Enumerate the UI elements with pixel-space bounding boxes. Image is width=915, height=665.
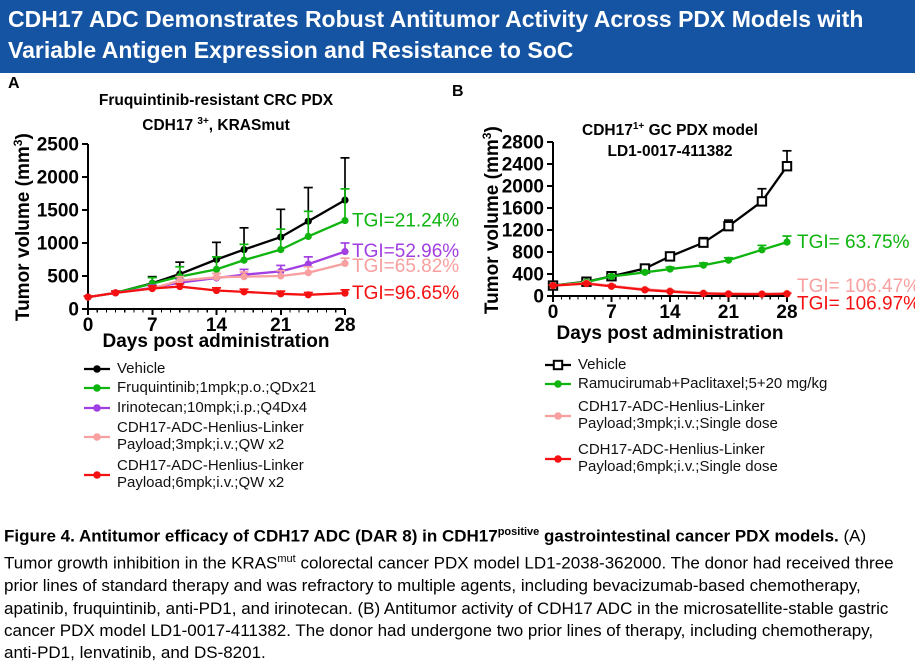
y-tick-label: 500 [47,267,79,288]
y-tick-label: 2000 [502,177,544,198]
poster-title-banner: CDH17 ADC Demonstrates Robust Antitumor … [0,0,915,73]
x-tick-label: 28 [334,315,355,336]
chart-a-title: Fruquintinib-resistant CRC PDX CDH17 3+,… [66,90,366,136]
legend-item-label: Irinotecan;10mpk;i.p.;Q4Dx4 [117,398,308,416]
legend-item-label: Ramucirumab+Paclitaxel;5+20 mg/kg [578,375,828,392]
legend-line-dot-marker-icon [84,403,110,412]
tgi-label: TGI=65.82% [352,256,459,277]
panel-b-label: B [452,83,464,100]
legend-line-dot-marker-icon [84,432,110,441]
panel-a-label: A [8,75,20,92]
series-fruquintinib-1mpk-p-o-qdx21 [83,188,350,301]
tgi-label: TGI= 63.75% [797,232,910,253]
x-tick-label: 14 [206,315,228,336]
chart-a-title-line1: Fruquintinib-resistant CRC PDX [98,92,334,109]
legend-open-square-marker-icon [545,359,571,370]
y-tick-label: 1500 [37,201,79,222]
caption-body-text: (A) Tumor growth inhibition in the KRAS [4,526,867,573]
chart-a-plot: 0 500 1000 1500 2000 2500 0 7 14 21 28 TGI=21.24% TG… [37,135,460,337]
legend-item-label: CDH17-ADC-Henlius-Linker Payload;3mpk;i.v… [578,398,778,432]
chart-b-x-axis-label: Days post administration [556,323,784,344]
tgi-label: TGI= 106.47% [797,276,915,297]
caption-bold-text: Figure 4. Antitumor efficacy of CDH17 AD… [4,526,498,546]
y-tick-label: 800 [512,243,544,264]
legend-line-dot-marker-icon [545,380,571,389]
series-cdh17-adc-henlius-linker-payload-6mpk-i-v-single-dose [548,280,792,298]
x-tick-label: 21 [270,315,292,336]
legend-line-dot-marker-icon [84,470,110,479]
y-tick-label: 0 [533,287,544,308]
legend-line-dot-marker-icon [545,411,571,420]
legend-item: CDH17-ADC-Henlius-Linker Payload;6mpk;i.v… [84,457,316,491]
tgi-label: TGI=96.65% [352,283,459,304]
x-tick-label: 14 [659,302,681,323]
legend-item-label: Fruquintinib;1mpk;p.o.;QDx21 [117,379,317,396]
figure-panels: A B Fruquintinib-resistant CRC PDX CDH17… [0,73,915,517]
x-tick-label: 21 [718,302,740,323]
poster-title: CDH17 ADC Demonstrates Robust Antitumor … [8,6,864,63]
legend-item-label: CDH17-ADC-Henlius-Linker Payload;6mpk;i.v… [117,457,304,491]
legend-item: Vehicle [84,359,316,378]
x-tick-label: 7 [147,315,158,336]
legend-item-label: CDH17-ADC-Henlius-Linker Payload;3mpk;i.v… [117,419,304,453]
y-tick-label: 400 [512,265,544,286]
x-tick-label: 0 [548,302,559,323]
legend-item: Vehicle [545,355,827,374]
chart-a-legend: Vehicle Fruquintinib;1mpk;p.o.;QDx21 Irino… [84,359,316,494]
figure-caption: Figure 4. Antitumor efficacy of CDH17 AD… [4,526,894,663]
legend-item: CDH17-ADC-Henlius-Linker Payload;6mpk;i.v… [545,441,827,475]
legend-item: Irinotecan;10mpk;i.p.;Q4Dx4 [84,398,316,417]
legend-line-dot-marker-icon [84,384,110,393]
y-tick-label: 0 [68,300,79,321]
x-tick-label: 28 [776,302,797,323]
x-tick-label: 0 [83,315,94,336]
y-tick-label: 2400 [502,155,544,176]
chart-b-title: CDH171+ GC PDX model LD1-0017-411382 [525,116,815,162]
y-tick-label: 1200 [502,221,544,242]
legend-item: CDH17-ADC-Henlius-Linker Payload;3mpk;i.v… [545,398,827,432]
legend-item: CDH17-ADC-Henlius-Linker Payload;3mpk;i.v… [84,419,316,453]
legend-item-label: Vehicle [578,355,627,373]
y-tick-label: 2800 [502,133,544,154]
x-tick-label: 7 [606,302,617,323]
chart-b-title-line1: CDH171+ GC PDX model [582,121,758,140]
legend-line-dot-marker-icon [545,454,571,463]
chart-a-title-line2: CDH17 3+, KRASmut [142,116,290,135]
legend-item: Ramucirumab+Paclitaxel;5+20 mg/kg [545,375,828,393]
chart-a-x-axis-label: Days post administration [102,331,330,352]
tgi-label: TGI= 106.97% [797,293,915,314]
legend-line-dot-marker-icon [84,364,110,373]
legend-item: Fruquintinib;1mpk;p.o.;QDx21 [84,379,317,397]
chart-b-title-line2: LD1-0017-411382 [607,143,733,161]
legend-item-label: CDH17-ADC-Henlius-Linker Payload;6mpk;i.v… [578,441,778,475]
y-tick-label: 1000 [37,234,79,255]
legend-item-label: Vehicle [117,359,166,377]
series-cdh17-adc-henlius-linker-payload-6mpk-i-v-qw-x2 [83,282,350,301]
y-tick-label: 2000 [37,168,79,189]
y-tick-label: 2500 [37,135,79,156]
tgi-label: TGI=52.96% [352,241,459,262]
chart-b-legend: Vehicle Ramucirumab+Paclitaxel;5+20 mg/kg… [545,355,827,480]
y-tick-label: 1600 [502,199,544,220]
tgi-label: TGI=21.24% [352,211,459,232]
